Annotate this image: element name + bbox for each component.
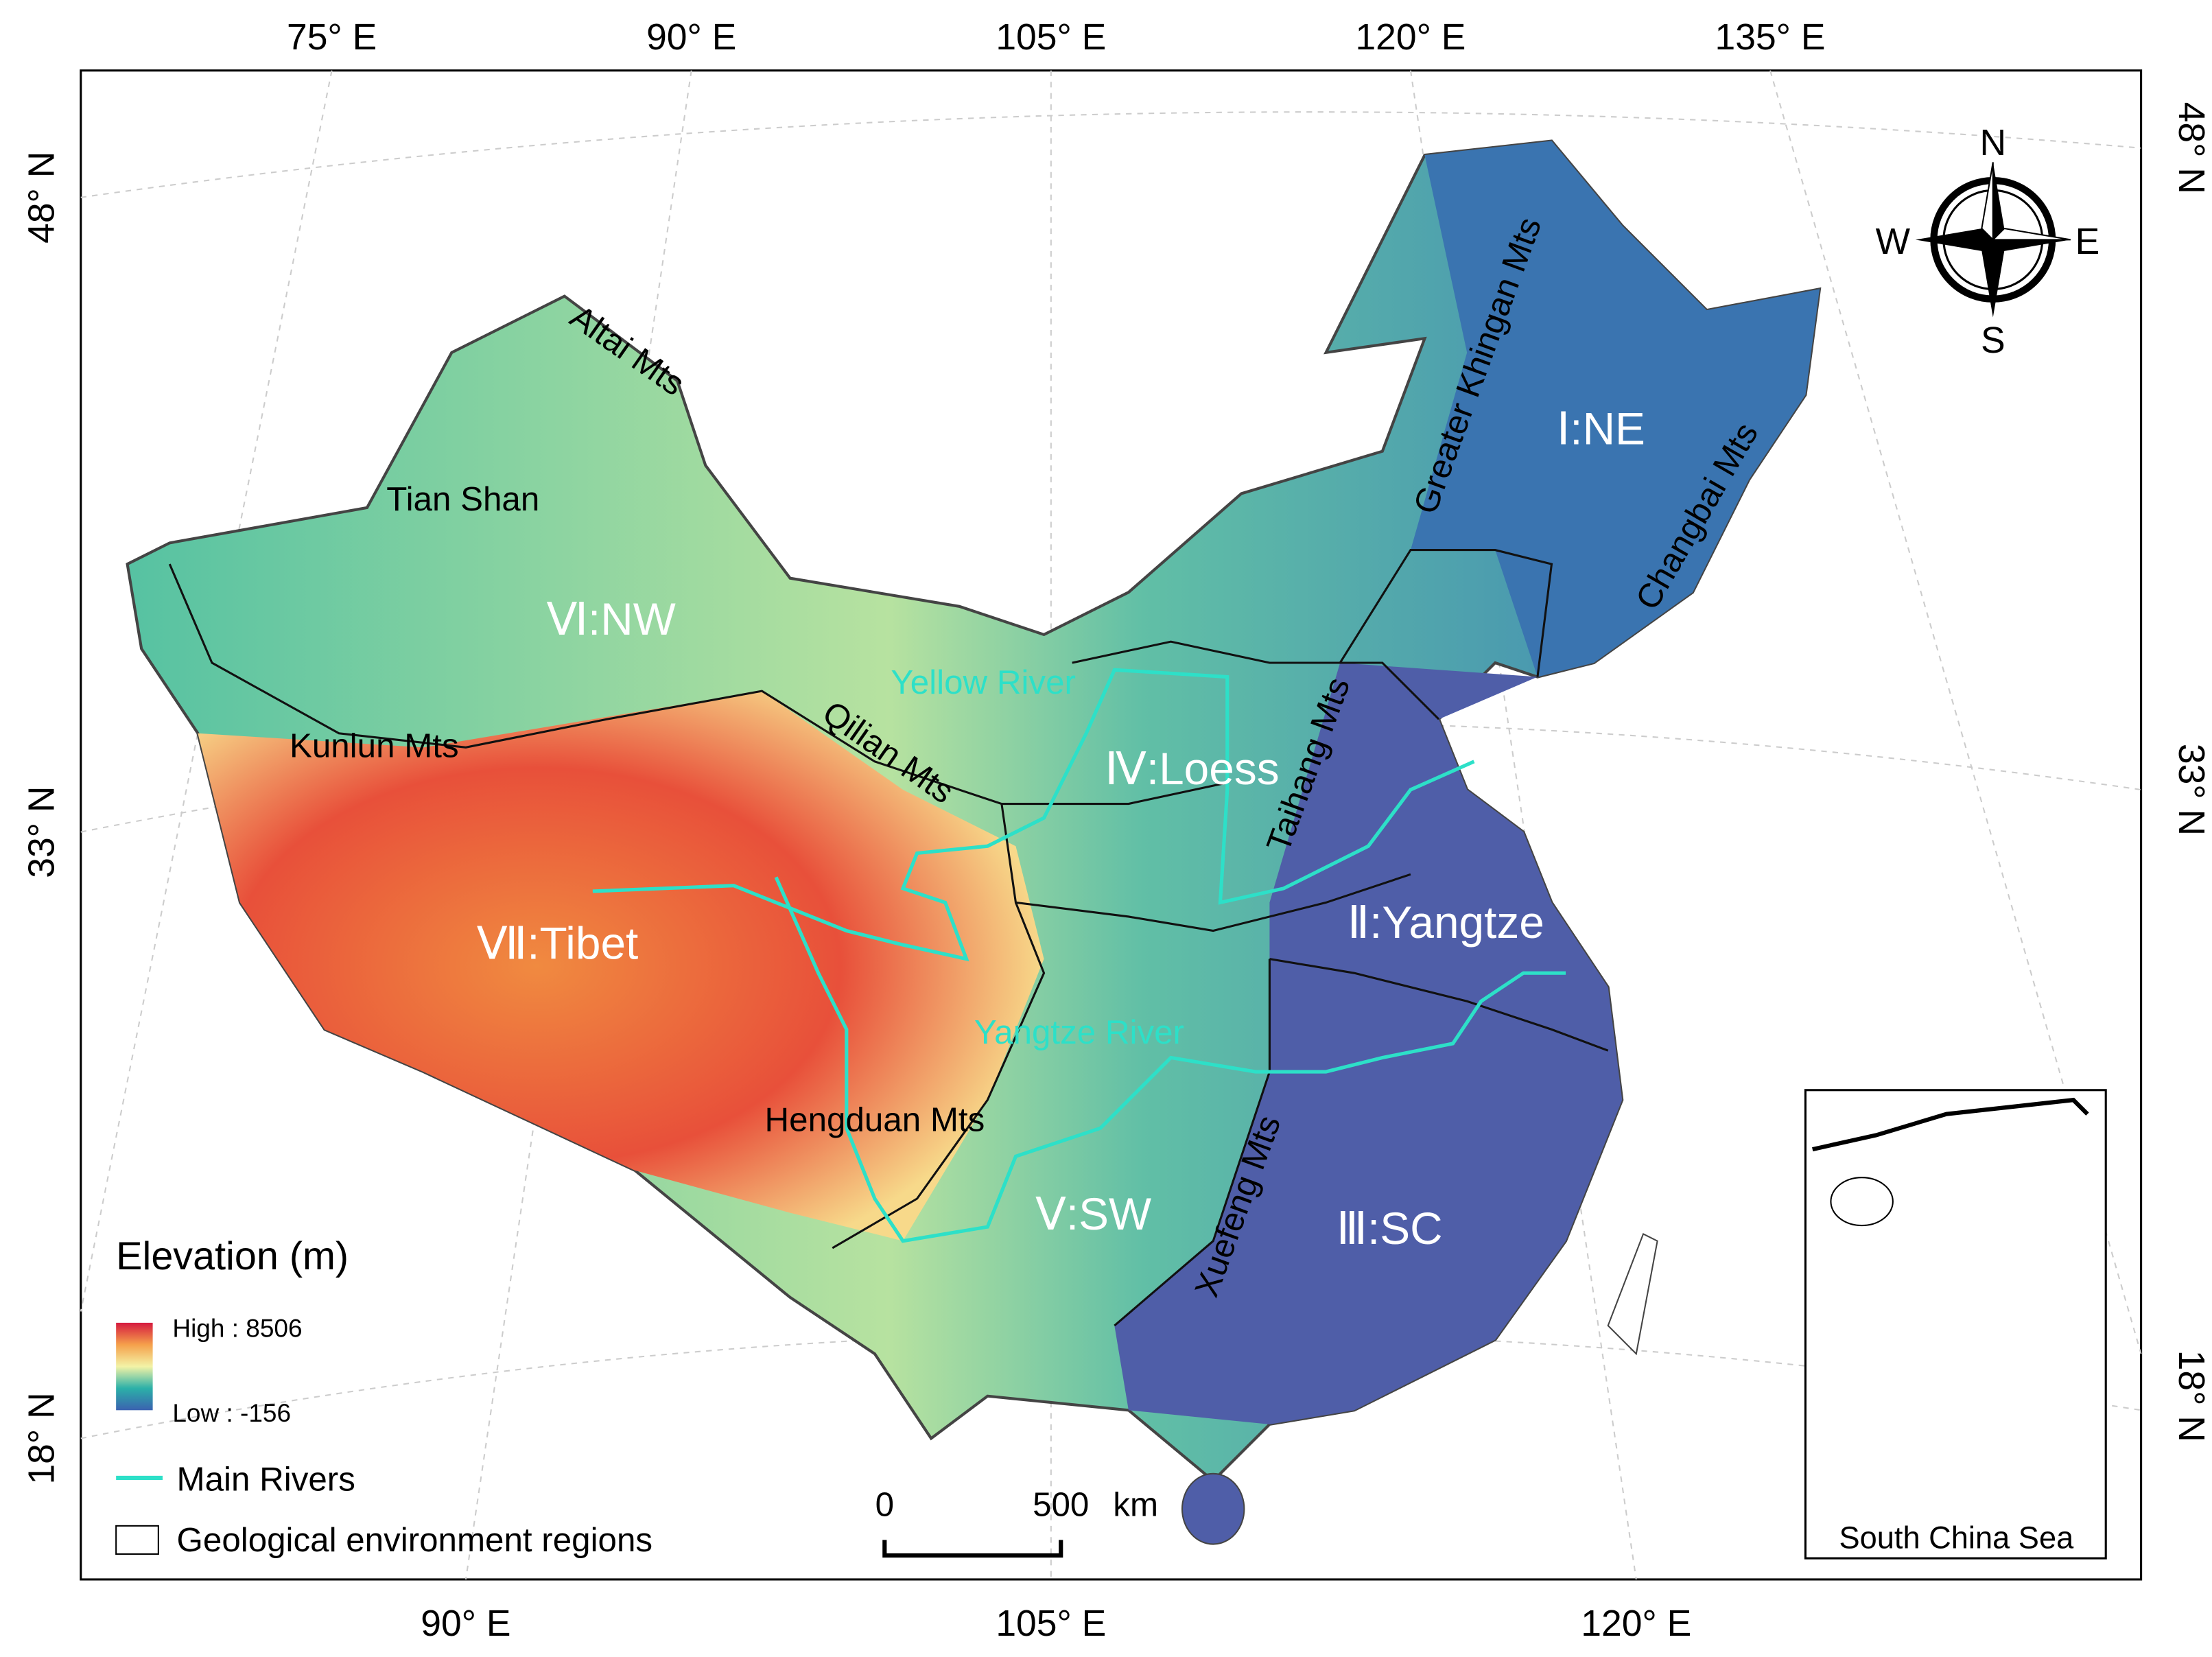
hainan xyxy=(1181,1472,1245,1545)
legend-high: High : 8506 xyxy=(172,1314,302,1342)
lon-label: 120° E xyxy=(1355,17,1466,58)
compass-rose xyxy=(1915,162,2071,318)
region-key xyxy=(115,1525,159,1555)
taiwan xyxy=(1607,1232,1658,1356)
region-label: Ⅴ:SW xyxy=(1035,1188,1151,1239)
northeast-lowland xyxy=(1410,141,1820,677)
lat-label: 33° N xyxy=(22,786,62,878)
lon-label: 90° E xyxy=(646,17,736,58)
lon-label: 90° E xyxy=(421,1603,510,1644)
scale-start: 0 xyxy=(875,1485,894,1523)
lat-label: 33° N xyxy=(2171,744,2211,836)
scale-unit: km xyxy=(1113,1485,1158,1523)
lon-label: 75° E xyxy=(287,17,377,58)
compass-w: W xyxy=(1876,222,1911,262)
region-boundaries xyxy=(168,549,1609,1327)
inset-frame xyxy=(1804,1089,2107,1560)
legend-title: Elevation (m) xyxy=(116,1234,349,1278)
region-label: Ⅶ:Tibet xyxy=(477,918,639,969)
inset-hainan xyxy=(1830,1177,1894,1227)
mountain-label: Hengduan Mts xyxy=(765,1101,985,1138)
river-label: Yellow River xyxy=(891,663,1076,701)
compass-n: N xyxy=(1979,123,2006,163)
lat-label: 18° N xyxy=(22,1392,62,1484)
region-label: Ⅲ:SC xyxy=(1337,1203,1443,1254)
inset-coast xyxy=(1812,1097,2089,1152)
region-label: Ⅳ:Loess xyxy=(1105,743,1279,794)
compass-e: E xyxy=(2075,222,2100,262)
mountain-label: Tian Shan xyxy=(386,480,539,518)
region-label: Ⅰ:NE xyxy=(1557,403,1645,454)
lat-label: 48° N xyxy=(2171,102,2211,194)
scale-end: 500 xyxy=(1033,1485,1089,1523)
lat-label: 48° N xyxy=(22,152,62,244)
mountain-label: Kunlun Mts xyxy=(290,727,459,765)
legend-low: Low : -156 xyxy=(172,1399,291,1427)
region-label: Ⅵ:NW xyxy=(546,594,676,644)
scale-bar xyxy=(882,1540,1063,1558)
compass-s: S xyxy=(1981,320,2005,361)
legend xyxy=(115,1322,163,1555)
rivers xyxy=(592,668,1566,1243)
tibet-plateau xyxy=(198,691,1044,1241)
river-label: Yangtze River xyxy=(974,1013,1184,1051)
lon-label: 105° E xyxy=(996,1603,1106,1644)
inset-label: South China Sea xyxy=(1839,1520,2074,1555)
legend-regions: Geological environment regions xyxy=(177,1521,653,1559)
lat-label: 18° N xyxy=(2171,1350,2211,1442)
lon-label: 135° E xyxy=(1715,17,1826,58)
region-label: Ⅱ:Yangtze xyxy=(1348,897,1544,948)
eastern-lowland xyxy=(1114,663,1623,1424)
lon-label: 120° E xyxy=(1581,1603,1691,1644)
lon-label: 105° E xyxy=(996,17,1106,58)
legend-rivers: Main Rivers xyxy=(177,1460,355,1498)
elevation-colorbar xyxy=(116,1322,153,1411)
